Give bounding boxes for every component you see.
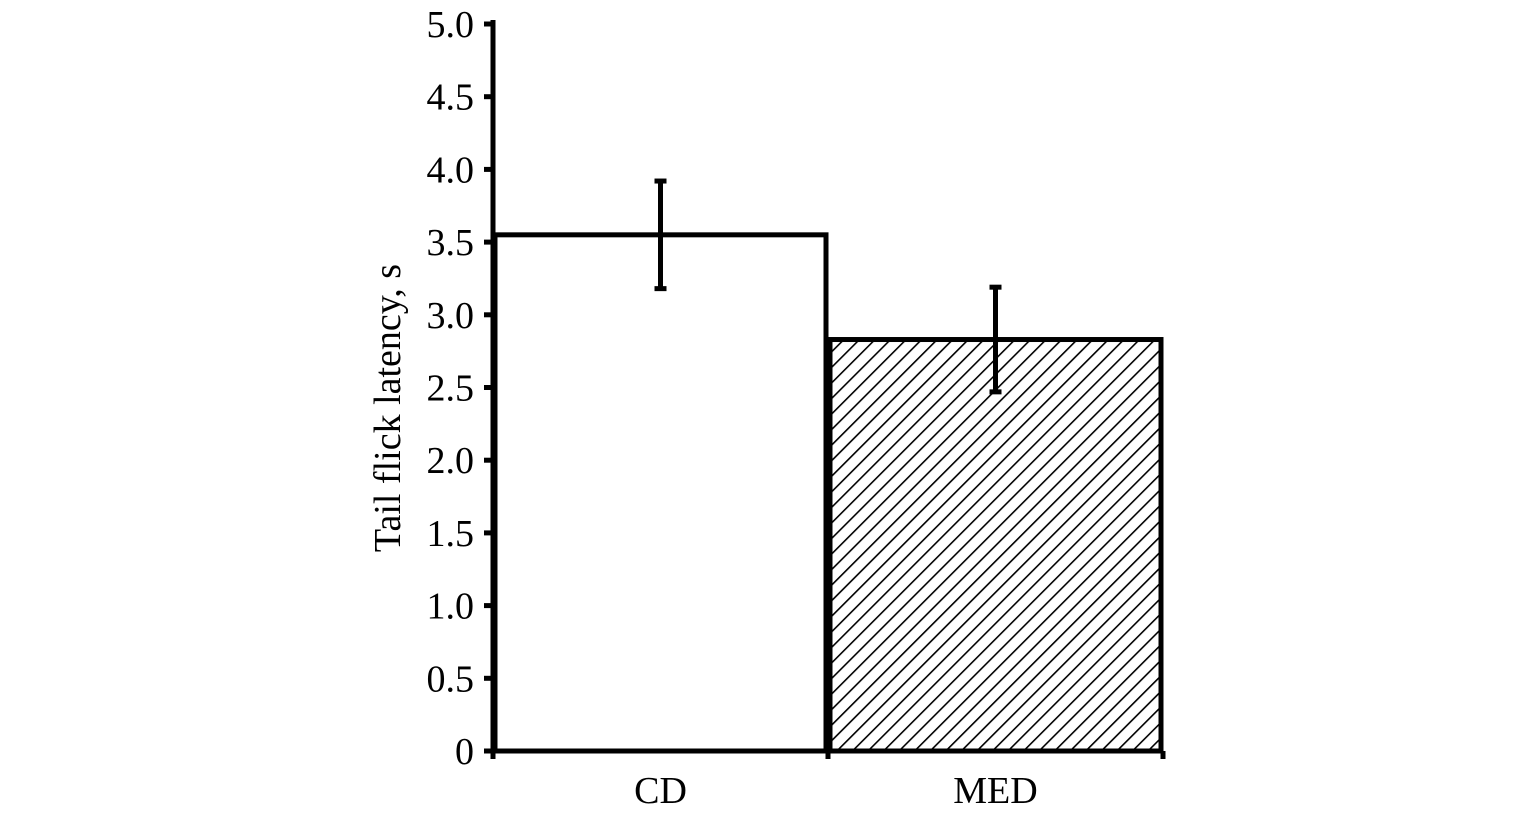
bar-cd: [492, 232, 829, 754]
y-tick-label: 3.5: [427, 222, 475, 264]
y-tick-label: 1.0: [427, 586, 475, 628]
y-tick-label: 4.0: [427, 149, 475, 191]
y-tick-label: 2.5: [427, 368, 475, 410]
y-tick-label: 2.0: [427, 440, 475, 482]
y-tick-label: 4.5: [427, 77, 475, 119]
y-tick-label: 0.5: [427, 658, 475, 700]
y-axis-title: Tail flick latency, s: [367, 264, 409, 552]
y-tick-label: 3.0: [427, 295, 475, 337]
x-tick-label-cd: CD: [634, 770, 687, 812]
error-bar-cd: [654, 178, 667, 292]
y-tick-label: 5.0: [427, 4, 475, 46]
x-tick-label-med: MED: [953, 770, 1037, 812]
y-tick-label: 0: [455, 731, 474, 773]
bar-med: [827, 337, 1164, 754]
error-bar-med: [989, 284, 1002, 395]
y-tick-label: 1.5: [427, 513, 475, 555]
